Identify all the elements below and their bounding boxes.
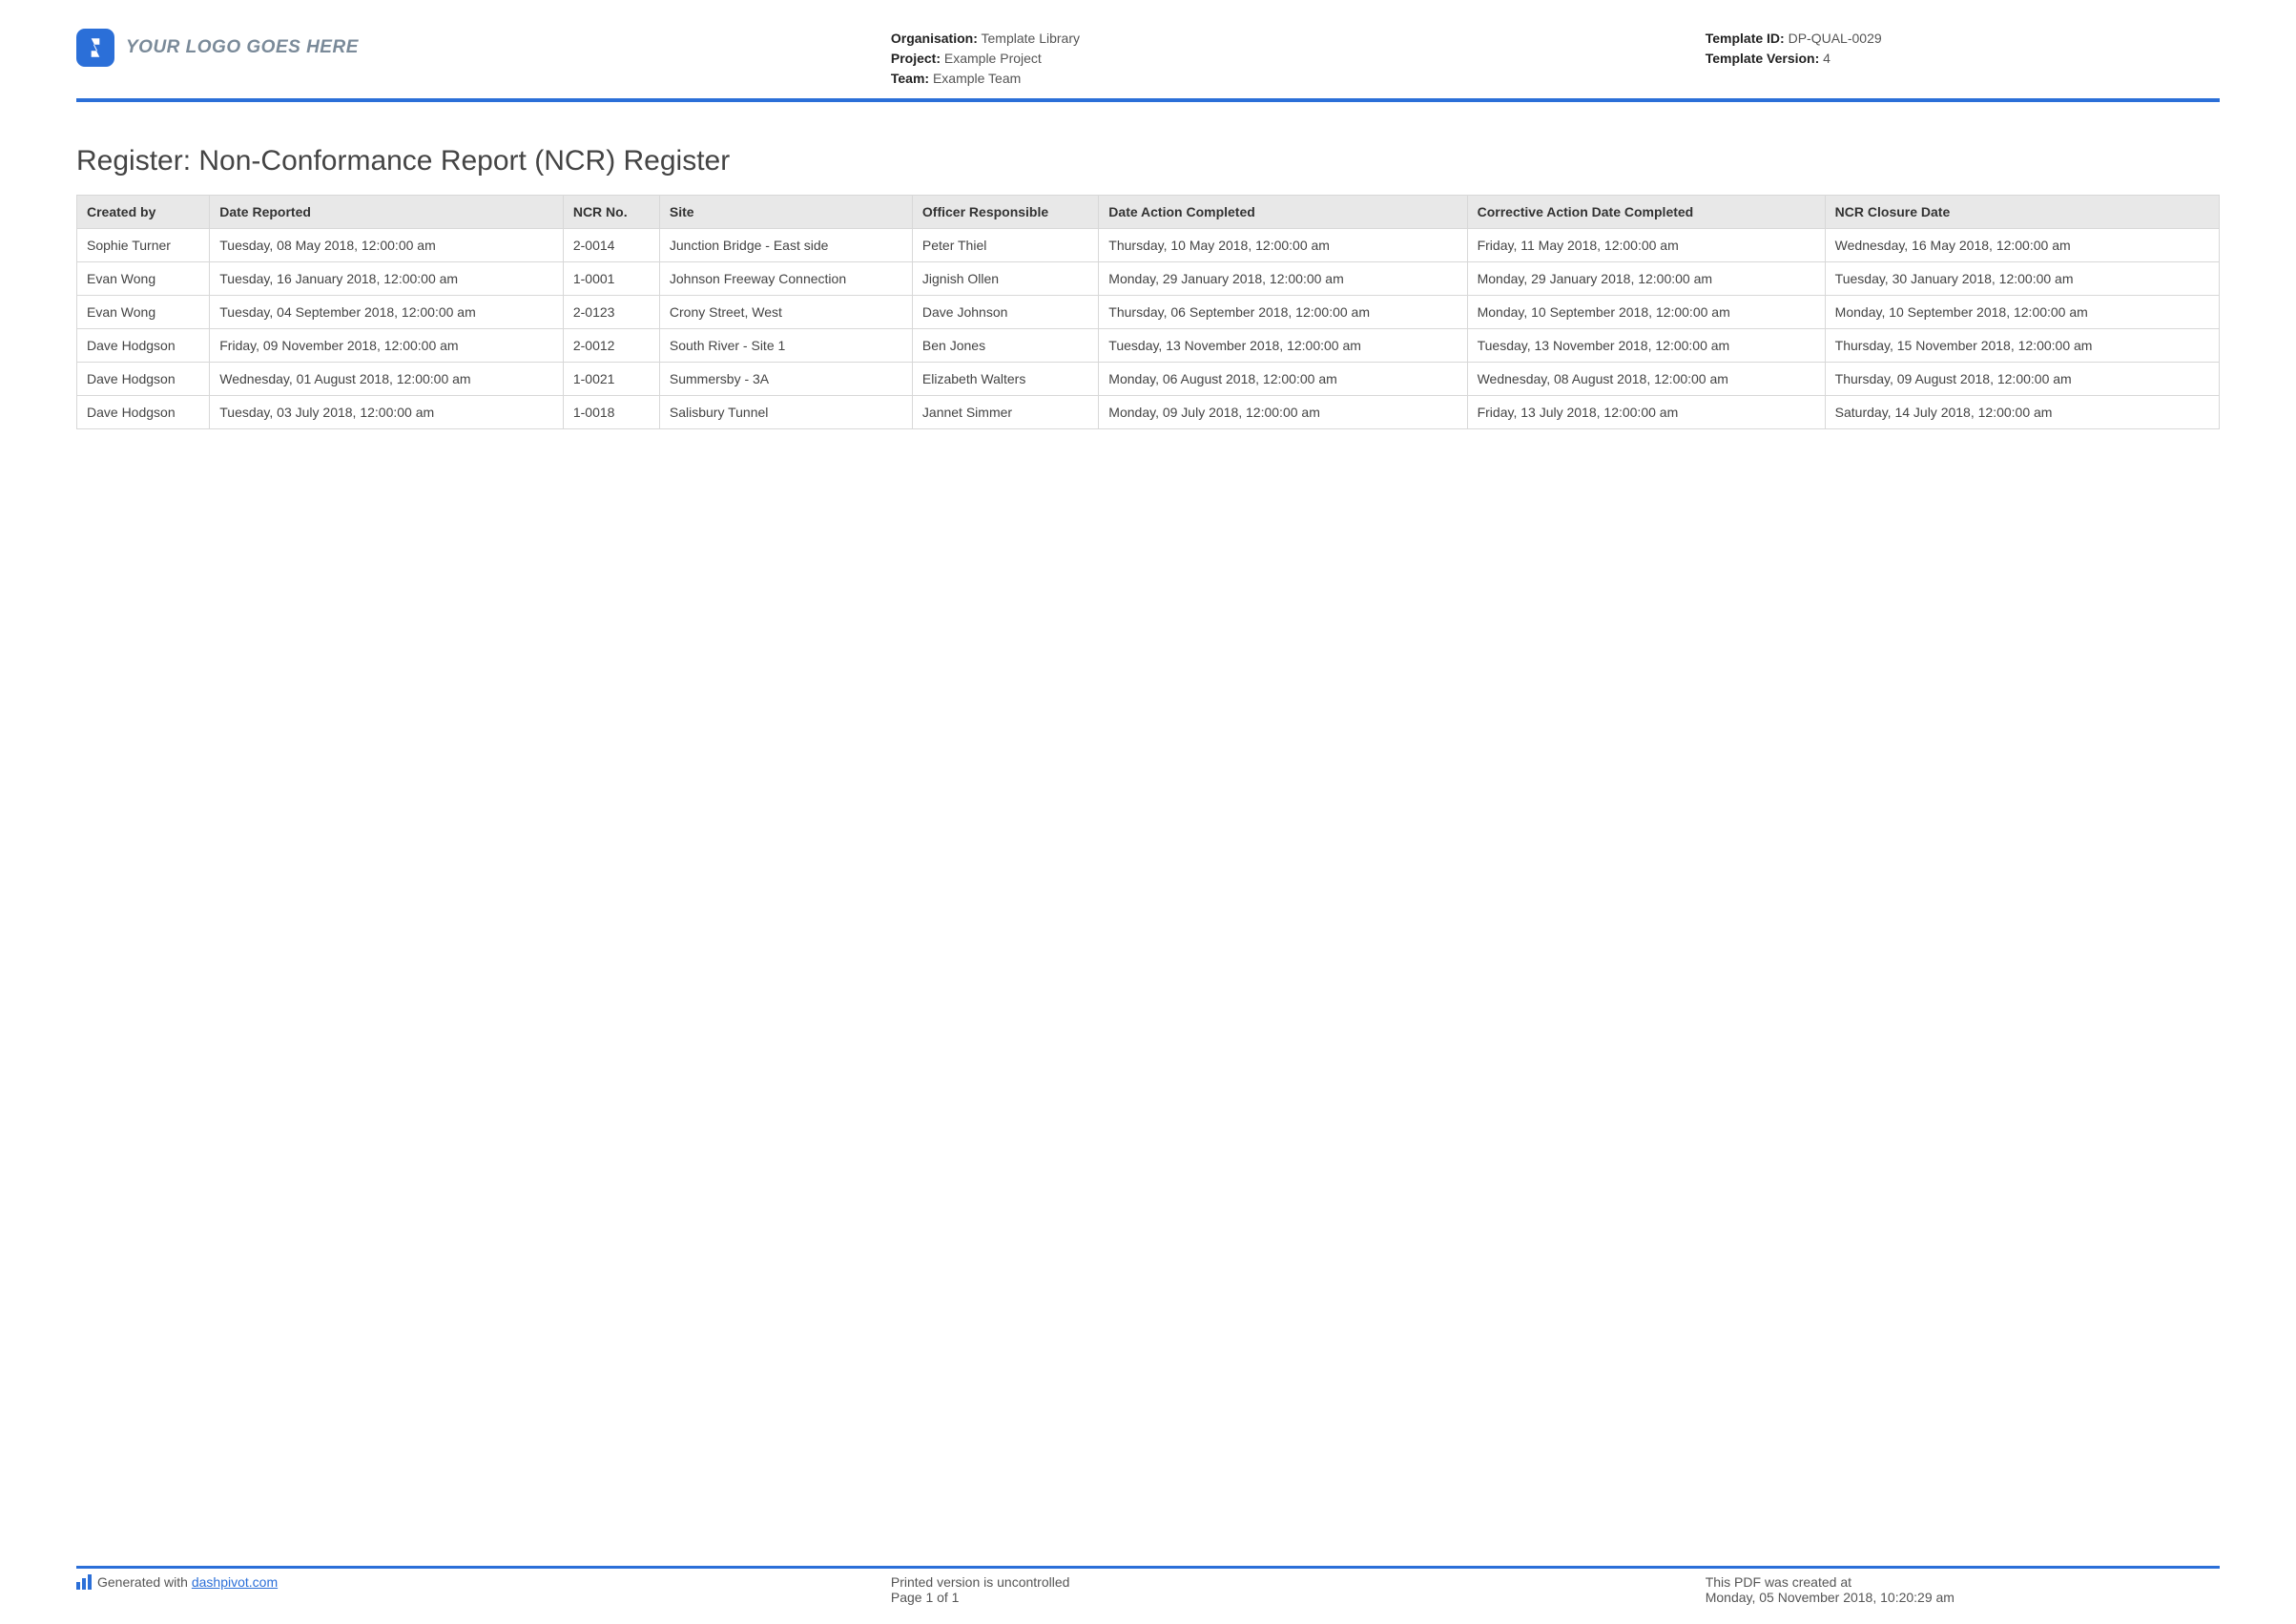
table-cell: Dave Hodgson <box>77 396 210 429</box>
table-cell: Tuesday, 03 July 2018, 12:00:00 am <box>210 396 564 429</box>
table-cell: Tuesday, 16 January 2018, 12:00:00 am <box>210 262 564 296</box>
table-cell: Thursday, 09 August 2018, 12:00:00 am <box>1825 363 2219 396</box>
table-cell: Dave Hodgson <box>77 363 210 396</box>
template-id-value: DP-QUAL-0029 <box>1789 31 1882 46</box>
table-cell: Jignish Ollen <box>912 262 1098 296</box>
table-cell: Monday, 29 January 2018, 12:00:00 am <box>1467 262 1825 296</box>
table-cell: Monday, 09 July 2018, 12:00:00 am <box>1099 396 1467 429</box>
table-cell: 1-0021 <box>563 363 659 396</box>
table-cell: Wednesday, 08 August 2018, 12:00:00 am <box>1467 363 1825 396</box>
footer-print-line2: Page 1 of 1 <box>891 1590 1706 1605</box>
table-cell: Thursday, 06 September 2018, 12:00:00 am <box>1099 296 1467 329</box>
footer-print-line1: Printed version is uncontrolled <box>891 1574 1706 1590</box>
footer-created-line2: Monday, 05 November 2018, 10:20:29 am <box>1706 1590 2220 1605</box>
bars-icon <box>76 1574 92 1590</box>
table-header-cell: Created by <box>77 196 210 229</box>
table-row: Dave HodgsonWednesday, 01 August 2018, 1… <box>77 363 2220 396</box>
table-cell: South River - Site 1 <box>659 329 912 363</box>
table-cell: Crony Street, West <box>659 296 912 329</box>
template-version-value: 4 <box>1823 51 1831 66</box>
table-header-row: Created byDate ReportedNCR No.SiteOffice… <box>77 196 2220 229</box>
table-cell: Evan Wong <box>77 262 210 296</box>
table-cell: Monday, 29 January 2018, 12:00:00 am <box>1099 262 1467 296</box>
table-cell: Monday, 10 September 2018, 12:00:00 am <box>1467 296 1825 329</box>
table-row: Sophie TurnerTuesday, 08 May 2018, 12:00… <box>77 229 2220 262</box>
team-value: Example Team <box>933 71 1021 86</box>
table-row: Dave HodgsonFriday, 09 November 2018, 12… <box>77 329 2220 363</box>
table-header-cell: NCR No. <box>563 196 659 229</box>
table-cell: Jannet Simmer <box>912 396 1098 429</box>
header-meta-center: Organisation: Template Library Project: … <box>891 29 1706 89</box>
generated-link[interactable]: dashpivot.com <box>192 1574 278 1590</box>
table-cell: 1-0018 <box>563 396 659 429</box>
table-cell: Thursday, 10 May 2018, 12:00:00 am <box>1099 229 1467 262</box>
table-cell: Peter Thiel <box>912 229 1098 262</box>
logo-icon <box>76 29 114 67</box>
table-cell: Saturday, 14 July 2018, 12:00:00 am <box>1825 396 2219 429</box>
team-label: Team: <box>891 71 929 86</box>
table-cell: Wednesday, 16 May 2018, 12:00:00 am <box>1825 229 2219 262</box>
table-header-cell: NCR Closure Date <box>1825 196 2219 229</box>
table-cell: Tuesday, 13 November 2018, 12:00:00 am <box>1467 329 1825 363</box>
table-cell: 2-0014 <box>563 229 659 262</box>
logo-area: YOUR LOGO GOES HERE <box>76 29 891 67</box>
document-header: YOUR LOGO GOES HERE Organisation: Templa… <box>76 29 2220 102</box>
project-value: Example Project <box>944 51 1042 66</box>
table-cell: Friday, 09 November 2018, 12:00:00 am <box>210 329 564 363</box>
generated-prefix: Generated with <box>97 1574 192 1590</box>
table-cell: 2-0012 <box>563 329 659 363</box>
table-cell: Tuesday, 13 November 2018, 12:00:00 am <box>1099 329 1467 363</box>
table-cell: Monday, 06 August 2018, 12:00:00 am <box>1099 363 1467 396</box>
footer-created-line1: This PDF was created at <box>1706 1574 2220 1590</box>
table-header-cell: Corrective Action Date Completed <box>1467 196 1825 229</box>
table-cell: Dave Hodgson <box>77 329 210 363</box>
table-row: Evan WongTuesday, 16 January 2018, 12:00… <box>77 262 2220 296</box>
table-cell: Elizabeth Walters <box>912 363 1098 396</box>
header-meta-right: Template ID: DP-QUAL-0029 Template Versi… <box>1706 29 2220 69</box>
table-cell: Tuesday, 04 September 2018, 12:00:00 am <box>210 296 564 329</box>
table-row: Dave HodgsonTuesday, 03 July 2018, 12:00… <box>77 396 2220 429</box>
document-footer: Generated with dashpivot.com Printed ver… <box>76 1566 2220 1605</box>
table-cell: Summersby - 3A <box>659 363 912 396</box>
table-cell: Friday, 13 July 2018, 12:00:00 am <box>1467 396 1825 429</box>
table-row: Evan WongTuesday, 04 September 2018, 12:… <box>77 296 2220 329</box>
ncr-register-table: Created byDate ReportedNCR No.SiteOffice… <box>76 195 2220 429</box>
table-cell: Friday, 11 May 2018, 12:00:00 am <box>1467 229 1825 262</box>
table-cell: Ben Jones <box>912 329 1098 363</box>
table-cell: Salisbury Tunnel <box>659 396 912 429</box>
page-title: Register: Non-Conformance Report (NCR) R… <box>76 145 2220 177</box>
table-cell: Monday, 10 September 2018, 12:00:00 am <box>1825 296 2219 329</box>
logo-placeholder-text: YOUR LOGO GOES HERE <box>126 37 359 58</box>
table-header-cell: Date Action Completed <box>1099 196 1467 229</box>
table-cell: Thursday, 15 November 2018, 12:00:00 am <box>1825 329 2219 363</box>
table-cell: Junction Bridge - East side <box>659 229 912 262</box>
table-cell: Evan Wong <box>77 296 210 329</box>
template-id-label: Template ID: <box>1706 31 1785 46</box>
table-cell: Tuesday, 08 May 2018, 12:00:00 am <box>210 229 564 262</box>
table-cell: Sophie Turner <box>77 229 210 262</box>
table-header-cell: Officer Responsible <box>912 196 1098 229</box>
organisation-label: Organisation: <box>891 31 978 46</box>
table-cell: 1-0001 <box>563 262 659 296</box>
table-header-cell: Site <box>659 196 912 229</box>
table-cell: Wednesday, 01 August 2018, 12:00:00 am <box>210 363 564 396</box>
project-label: Project: <box>891 51 941 66</box>
table-cell: Dave Johnson <box>912 296 1098 329</box>
table-cell: Tuesday, 30 January 2018, 12:00:00 am <box>1825 262 2219 296</box>
table-cell: Johnson Freeway Connection <box>659 262 912 296</box>
table-cell: 2-0123 <box>563 296 659 329</box>
template-version-label: Template Version: <box>1706 51 1820 66</box>
organisation-value: Template Library <box>982 31 1081 46</box>
table-header-cell: Date Reported <box>210 196 564 229</box>
